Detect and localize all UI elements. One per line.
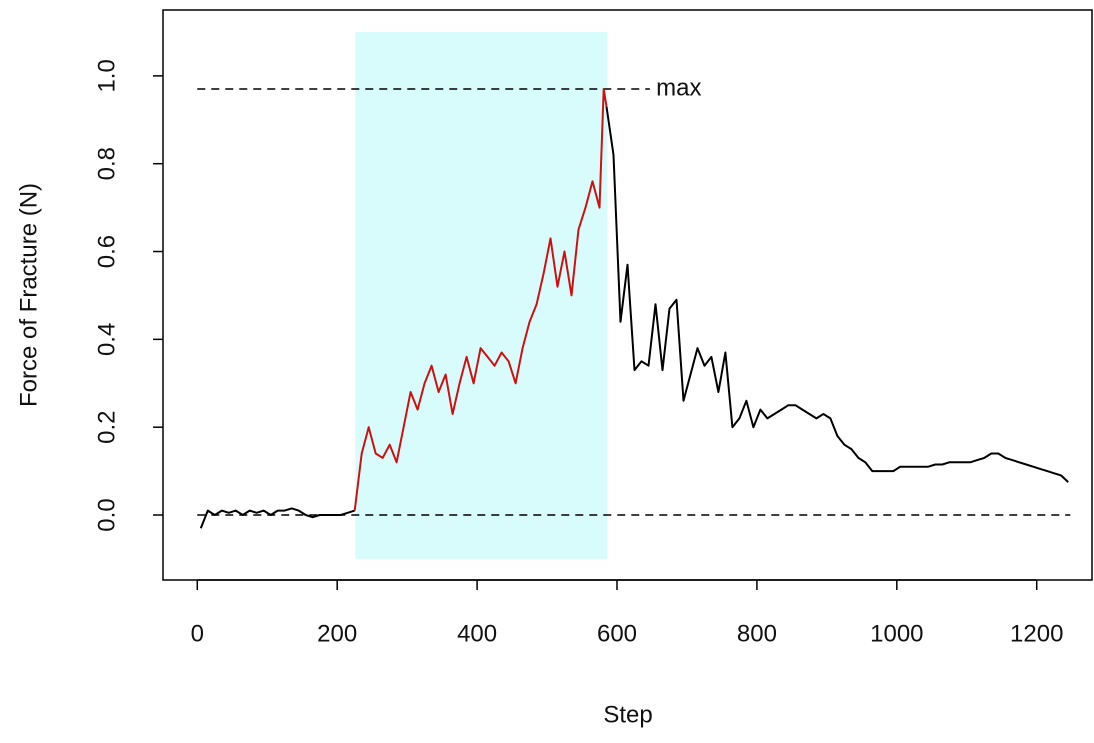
x-tick-label: 600 bbox=[597, 620, 637, 647]
y-tick-label: 0.0 bbox=[93, 498, 120, 531]
x-tick-label: 400 bbox=[457, 620, 497, 647]
y-tick-label: 0.6 bbox=[93, 235, 120, 268]
data-line bbox=[353, 88, 608, 511]
y-tick-label: 0.2 bbox=[93, 410, 120, 443]
x-axis-label: Step bbox=[603, 701, 652, 728]
y-tick-label: 0.8 bbox=[93, 147, 120, 180]
x-tick-label: 1200 bbox=[1010, 620, 1063, 647]
y-tick-label: 1.0 bbox=[93, 59, 120, 92]
x-tick-label: 200 bbox=[317, 620, 357, 647]
plot-frame bbox=[162, 9, 1093, 581]
x-tick-label: 0 bbox=[191, 620, 204, 647]
y-axis-label: Force of Fracture (N) bbox=[15, 183, 42, 407]
annotation: max bbox=[656, 74, 701, 101]
y-tick-label: 0.4 bbox=[93, 323, 120, 356]
shaded-region bbox=[355, 31, 608, 559]
x-tick-label: 1000 bbox=[870, 620, 923, 647]
data-line bbox=[199, 106, 1069, 529]
x-tick-label: 800 bbox=[737, 620, 777, 647]
